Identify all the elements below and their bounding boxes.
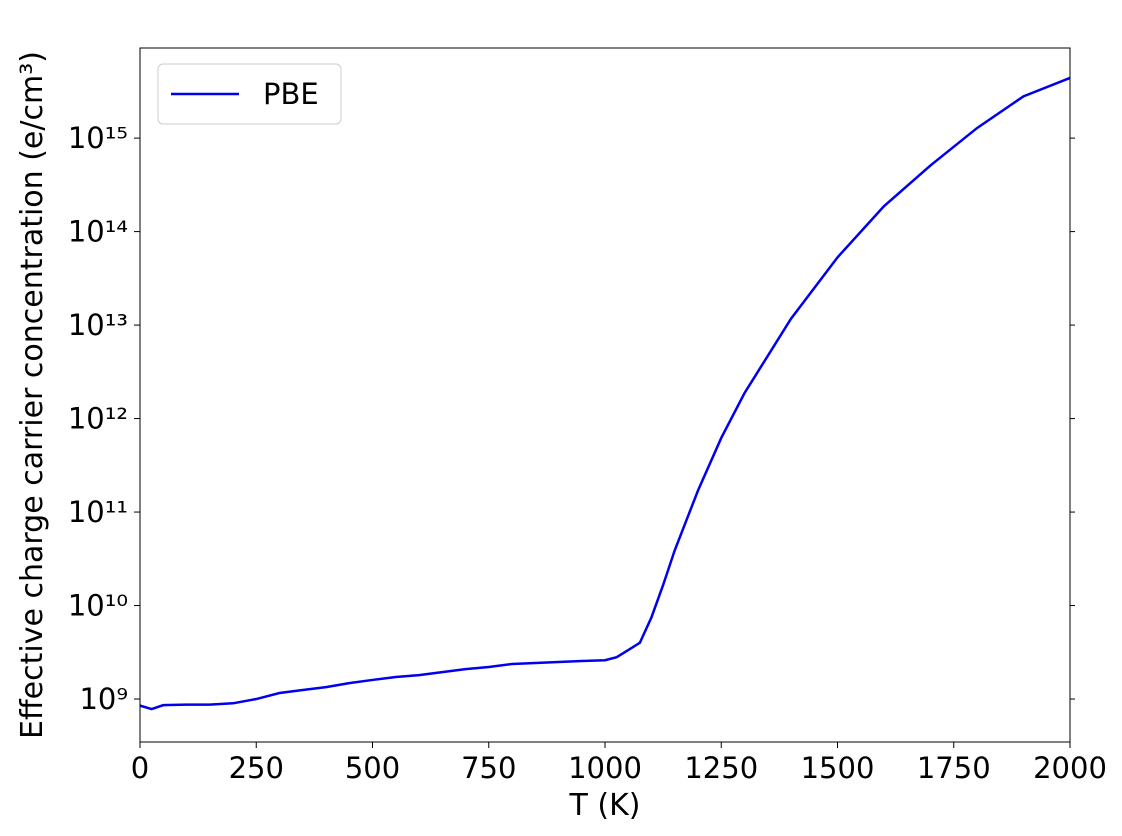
legend-label: PBE [263, 77, 319, 111]
y-tick-label: 10¹² [68, 402, 128, 436]
y-axis-label: Effective charge carrier concentration (… [15, 51, 50, 739]
x-tick-label: 0 [131, 751, 149, 785]
y-tick-label: 10¹⁰ [68, 589, 128, 623]
y-tick-label: 10¹³ [68, 308, 128, 342]
x-tick-label: 250 [229, 751, 284, 785]
y-tick-label: 10¹¹ [68, 495, 128, 529]
legend-box [157, 63, 342, 125]
x-tick-label: 1000 [568, 751, 642, 785]
y-tick-label: 10⁹ [79, 682, 128, 716]
x-tick-label: 1500 [801, 751, 875, 785]
y-tick-label: 10¹⁴ [68, 215, 128, 249]
x-tick-label: 2000 [1033, 751, 1107, 785]
plot-frame [139, 47, 1071, 743]
x-tick-label: 750 [461, 751, 516, 785]
line [139, 76, 1071, 711]
x-axis-label: T (K) [569, 788, 641, 823]
x-tick-label: 1250 [684, 751, 758, 785]
y-tick-label: 10¹⁵ [68, 121, 128, 155]
x-tick-label: 1750 [917, 751, 991, 785]
x-tick-label: 500 [345, 751, 400, 785]
